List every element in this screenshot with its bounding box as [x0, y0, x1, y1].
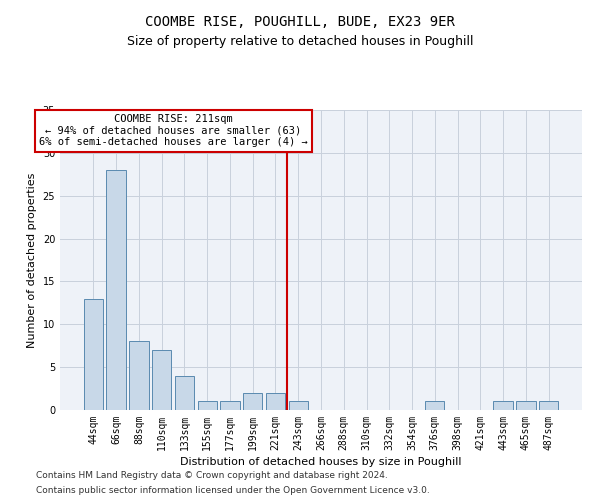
Bar: [266, 393, 285, 410]
Bar: [539, 402, 558, 410]
Text: Contains public sector information licensed under the Open Government Licence v3: Contains public sector information licen…: [36, 486, 430, 495]
Text: COOMBE RISE: 211sqm
← 94% of detached houses are smaller (63)
6% of semi-detache: COOMBE RISE: 211sqm ← 94% of detached ho…: [38, 114, 307, 148]
Bar: [243, 393, 262, 410]
Bar: [425, 402, 445, 410]
Bar: [493, 402, 513, 410]
Bar: [84, 298, 103, 410]
X-axis label: Distribution of detached houses by size in Poughill: Distribution of detached houses by size …: [180, 457, 462, 467]
Y-axis label: Number of detached properties: Number of detached properties: [27, 172, 37, 348]
Text: Size of property relative to detached houses in Poughill: Size of property relative to detached ho…: [127, 35, 473, 48]
Bar: [129, 342, 149, 410]
Text: Contains HM Land Registry data © Crown copyright and database right 2024.: Contains HM Land Registry data © Crown c…: [36, 471, 388, 480]
Bar: [175, 376, 194, 410]
Text: COOMBE RISE, POUGHILL, BUDE, EX23 9ER: COOMBE RISE, POUGHILL, BUDE, EX23 9ER: [145, 15, 455, 29]
Bar: [289, 402, 308, 410]
Bar: [197, 402, 217, 410]
Bar: [152, 350, 172, 410]
Bar: [106, 170, 126, 410]
Bar: [516, 402, 536, 410]
Bar: [220, 402, 239, 410]
